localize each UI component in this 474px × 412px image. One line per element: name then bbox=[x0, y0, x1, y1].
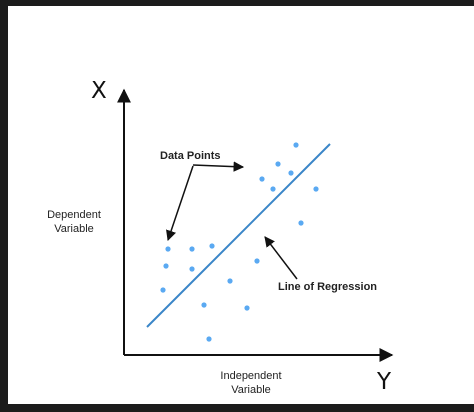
regression-line bbox=[146, 143, 331, 328]
x-axis-label-line1: Independent bbox=[220, 370, 281, 382]
data-point bbox=[254, 258, 260, 264]
data-point bbox=[201, 302, 207, 308]
data-point bbox=[189, 246, 195, 252]
y-axis-label-line2: Variable bbox=[54, 223, 94, 235]
y-axis-letter: X bbox=[91, 78, 107, 104]
diagram-panel bbox=[8, 6, 474, 404]
data-point bbox=[165, 246, 171, 252]
data-point bbox=[298, 220, 304, 226]
x-axis-label-line2: Variable bbox=[231, 384, 271, 396]
y-axis-label-line1: Dependent bbox=[47, 209, 101, 221]
data-point bbox=[189, 266, 195, 272]
data-point bbox=[288, 170, 294, 176]
data-point bbox=[244, 305, 250, 311]
data-point bbox=[209, 243, 215, 249]
data-point bbox=[163, 263, 169, 269]
regression-arrow bbox=[264, 236, 298, 280]
data-point bbox=[206, 336, 212, 342]
data-point bbox=[293, 142, 299, 148]
data-point bbox=[259, 176, 265, 182]
data-point bbox=[275, 161, 281, 167]
regression-label: Line of Regression bbox=[278, 281, 377, 293]
data-points-group bbox=[160, 142, 319, 342]
data-point bbox=[227, 278, 233, 284]
data-point bbox=[270, 186, 276, 192]
data-point bbox=[160, 287, 166, 293]
data-points-label: Data Points bbox=[160, 150, 221, 162]
data-point bbox=[313, 186, 319, 192]
data-points-arrow bbox=[166, 165, 194, 241]
x-axis-letter: Y bbox=[376, 369, 392, 395]
data-points-arrow bbox=[192, 161, 245, 172]
